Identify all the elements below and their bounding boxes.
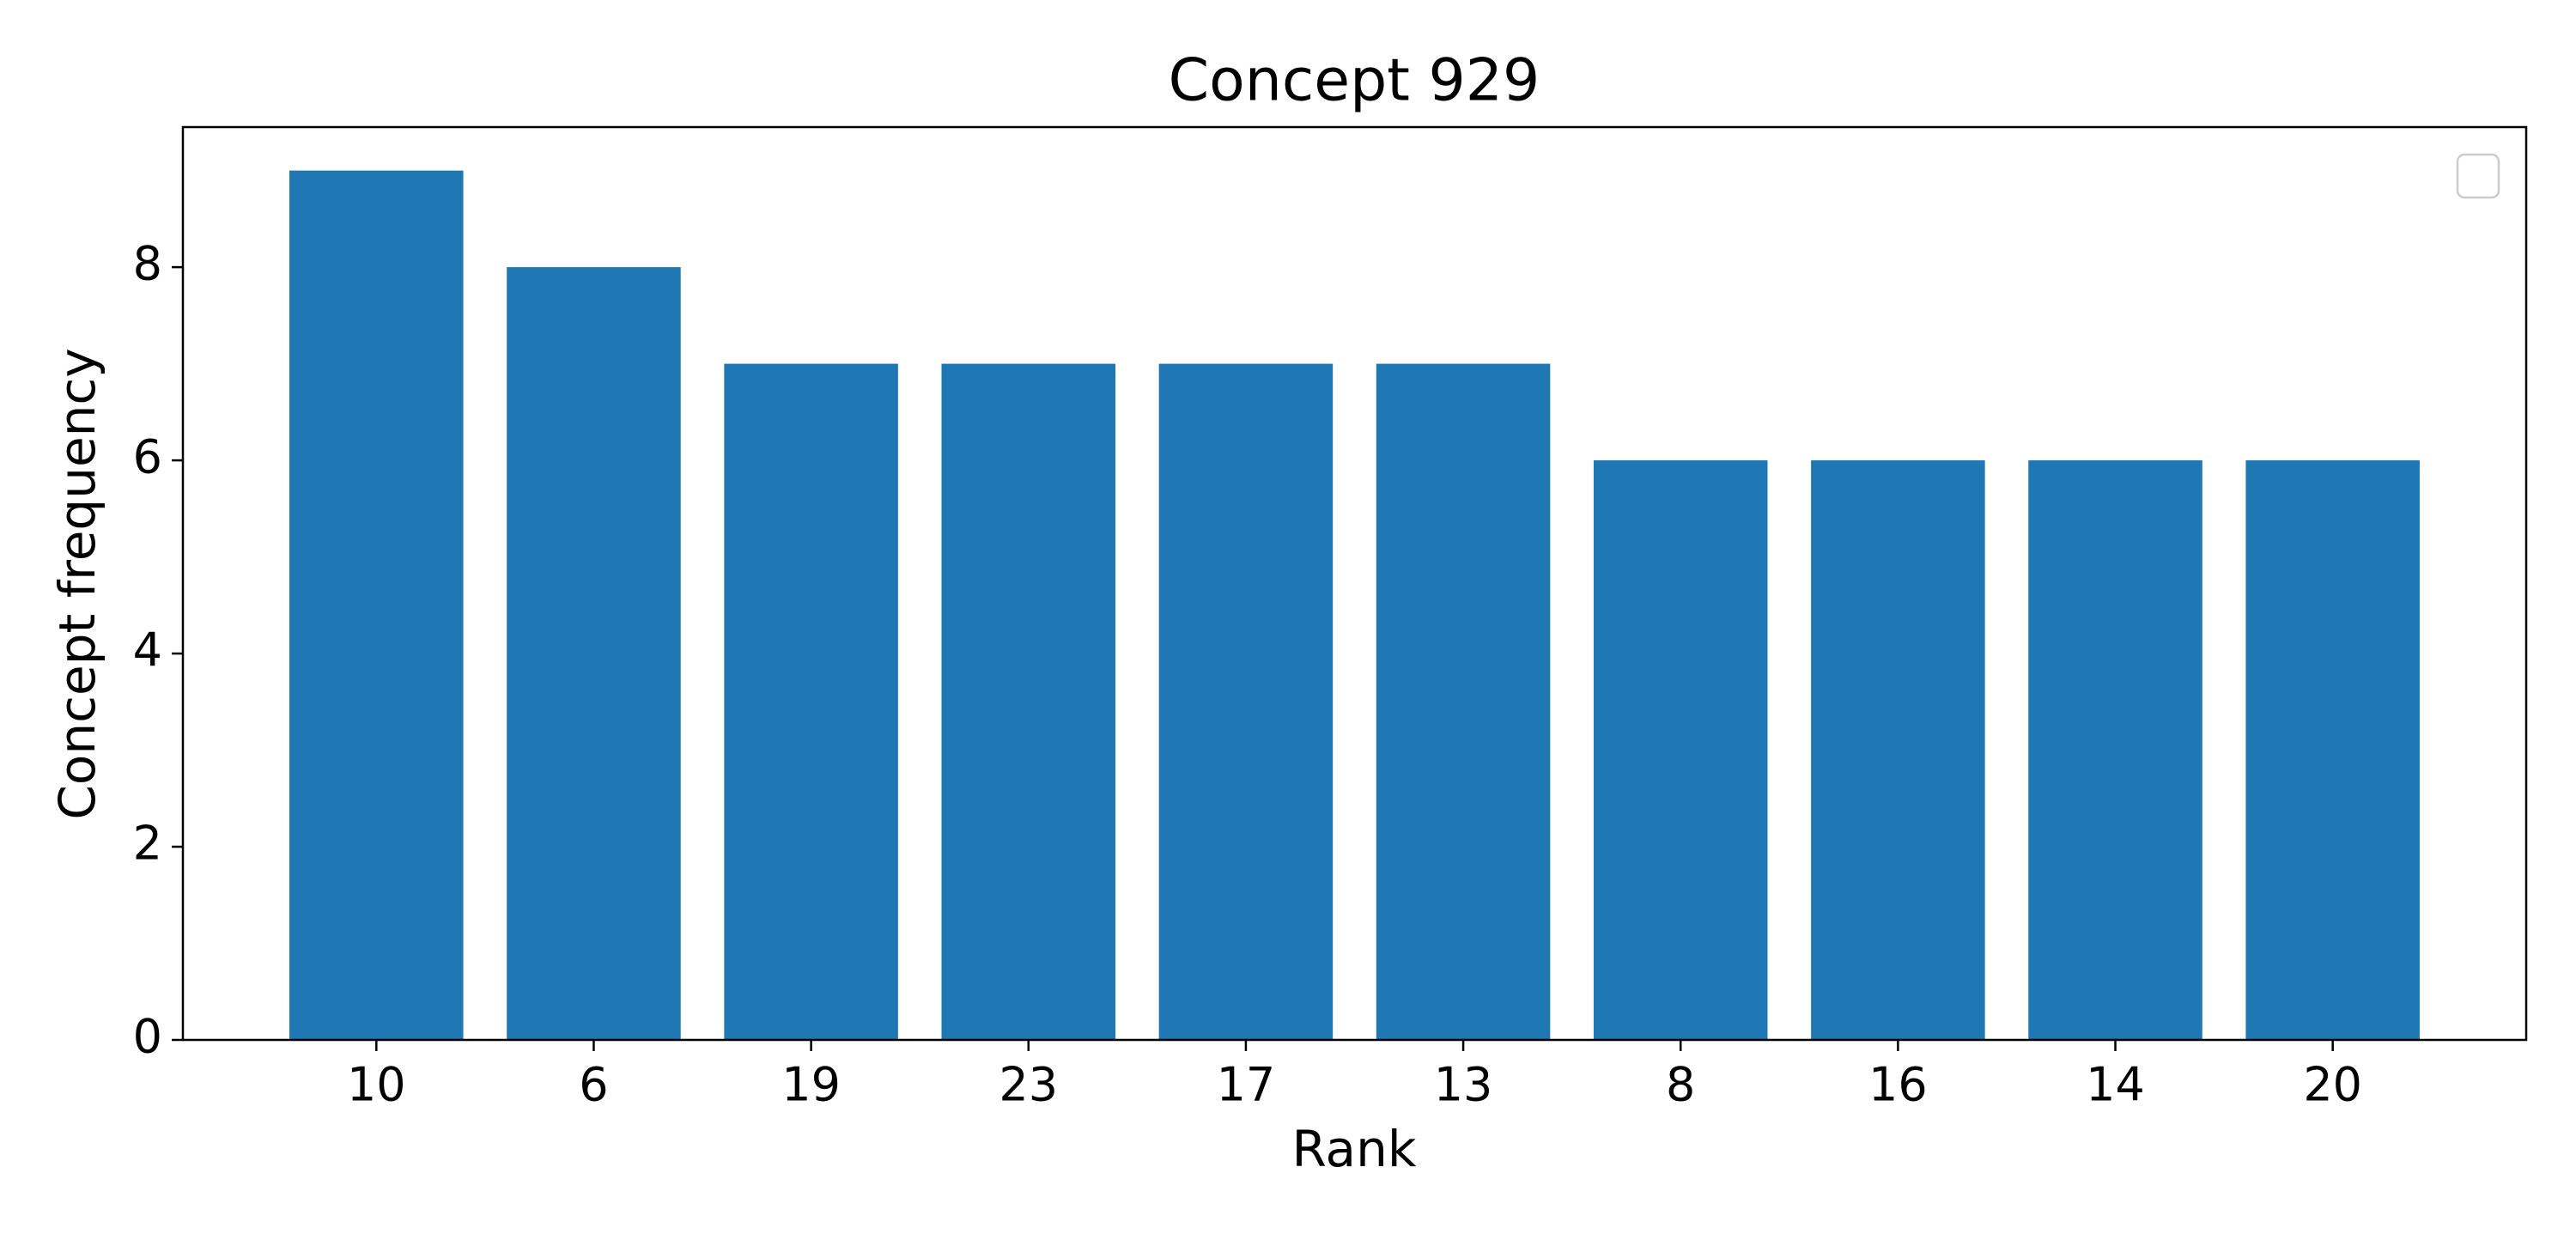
bar — [941, 363, 1116, 1040]
chart-title: Concept 929 — [1169, 47, 1540, 115]
x-tick-label: 20 — [2303, 1058, 2362, 1112]
plot-area: 0 2 4 6 8 10 6 19 23 17 13 8 16 14 20 — [133, 170, 2420, 1112]
x-tick-label: 13 — [1434, 1058, 1493, 1112]
axes-frame — [181, 125, 2528, 1042]
bar — [2245, 460, 2420, 1040]
x-tick-label: 14 — [2086, 1058, 2145, 1112]
x-axis-label: Rank — [1292, 1120, 1417, 1178]
y-tick-label: 4 — [133, 623, 162, 678]
bar — [724, 363, 898, 1040]
y-axis-label: Concept frequency — [48, 348, 106, 819]
x-tick-label: 19 — [781, 1058, 841, 1112]
bar — [2028, 460, 2202, 1040]
bar — [1158, 363, 1334, 1040]
bar — [507, 267, 681, 1040]
bar — [1811, 460, 1985, 1040]
y-tick-label: 0 — [133, 1010, 162, 1064]
legend-box — [2456, 153, 2500, 199]
x-tick-label: 17 — [1217, 1058, 1276, 1112]
y-tick-label: 6 — [133, 430, 162, 484]
bar — [1376, 363, 1551, 1040]
y-tick-label: 2 — [133, 817, 162, 871]
x-tick-label: 10 — [347, 1058, 406, 1112]
x-tick-label: 16 — [1868, 1058, 1928, 1112]
x-tick-label: 8 — [1666, 1058, 1695, 1112]
y-tick-label: 8 — [133, 237, 162, 291]
x-tick-label: 6 — [579, 1058, 608, 1112]
x-tick-label: 23 — [999, 1058, 1058, 1112]
bar — [1593, 460, 1768, 1040]
bar — [289, 170, 464, 1041]
